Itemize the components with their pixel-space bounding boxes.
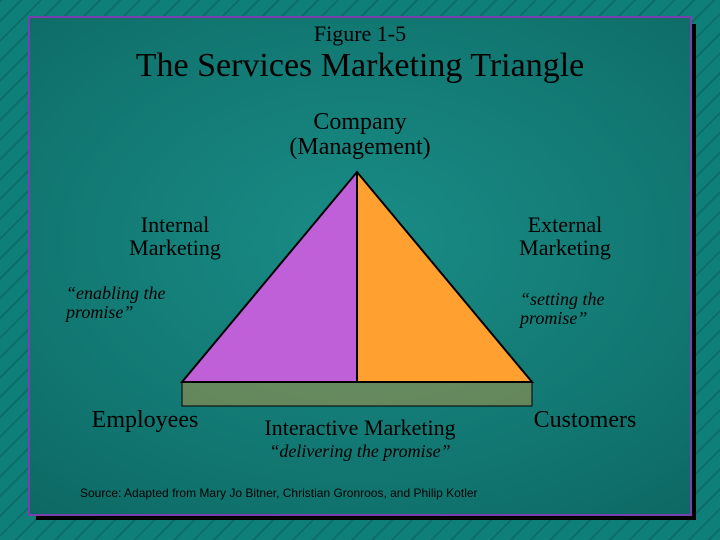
vertex-company: Company (Management): [30, 110, 690, 160]
source-citation: Source: Adapted from Mary Jo Bitner, Chr…: [80, 486, 478, 500]
vertex-employees: Employees: [60, 408, 230, 433]
edge-bottom-tag: “delivering the promise”: [210, 442, 510, 461]
stage: Figure 1-5 The Services Marketing Triang…: [0, 0, 720, 540]
main-title: The Services Marketing Triangle: [30, 48, 690, 84]
figure-label: Figure 1-5: [30, 22, 690, 45]
edge-left-title: Internal Marketing: [90, 213, 260, 259]
triangle-base-band: [182, 382, 532, 406]
edge-right-title: External Marketing: [470, 213, 660, 259]
edge-right-tag: “setting the promise”: [520, 290, 670, 328]
triangle-graphic: [182, 172, 532, 406]
slide: Figure 1-5 The Services Marketing Triang…: [28, 16, 692, 516]
edge-bottom-title: Interactive Marketing: [210, 416, 510, 439]
edge-left-tag: “enabling the promise”: [66, 284, 226, 322]
vertex-customers: Customers: [500, 408, 670, 433]
